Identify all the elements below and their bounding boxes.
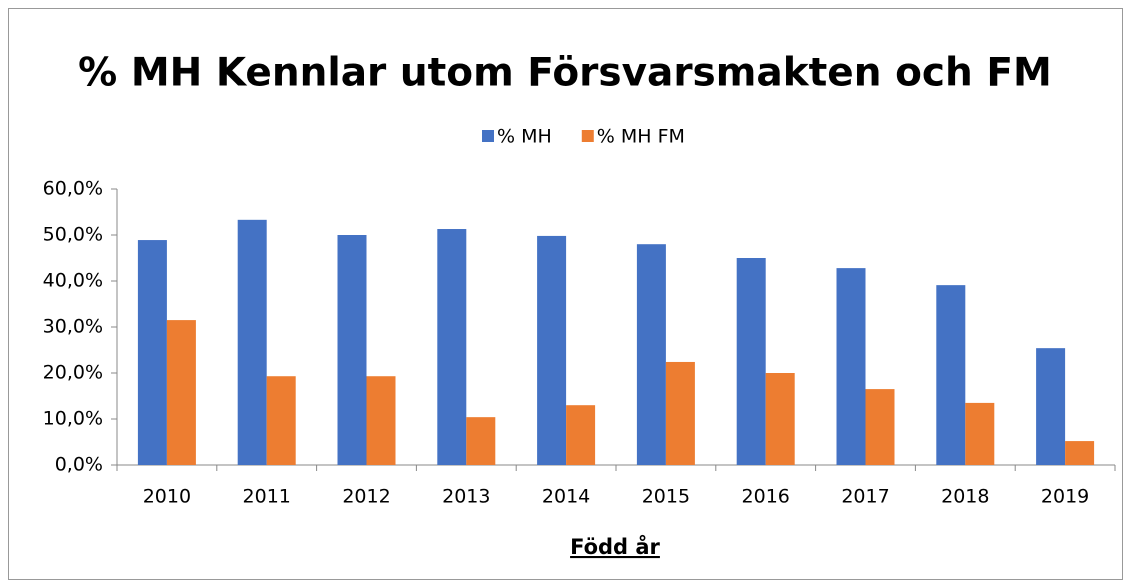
- legend-label: % MH FM: [597, 126, 685, 148]
- bar: [665, 361, 695, 465]
- x-tick-label: 2017: [841, 486, 889, 508]
- x-axis-label: Född år: [570, 534, 660, 559]
- y-tick-label: 50,0%: [43, 224, 103, 246]
- bar: [765, 373, 795, 465]
- bar: [237, 219, 267, 465]
- bar: [166, 320, 196, 465]
- y-tick-label: 60,0%: [43, 178, 103, 200]
- x-tick-label: 2016: [742, 486, 790, 508]
- y-tick-label: 40,0%: [43, 270, 103, 292]
- bar: [537, 235, 567, 465]
- bar: [337, 235, 367, 465]
- legend-label: % MH: [497, 126, 552, 148]
- bar: [936, 285, 966, 465]
- legend-swatch: [581, 130, 594, 142]
- bar: [566, 405, 596, 465]
- bar: [437, 229, 467, 465]
- x-tick-label: 2011: [243, 486, 291, 508]
- x-tick-label: 2019: [1041, 486, 1089, 508]
- bar: [366, 376, 396, 465]
- x-tick-label: 2014: [542, 486, 590, 508]
- bar: [466, 417, 496, 465]
- y-tick-label: 10,0%: [43, 408, 103, 430]
- bar: [865, 389, 895, 465]
- bar: [266, 376, 296, 465]
- chart-title: % MH Kennlar utom Försvarsmakten och FM: [78, 51, 1052, 96]
- bar: [137, 240, 167, 465]
- bar: [965, 402, 995, 465]
- x-tick-label: 2018: [941, 486, 989, 508]
- bar: [636, 244, 666, 465]
- x-tick-label: 2013: [442, 486, 490, 508]
- bar: [1036, 348, 1066, 465]
- y-tick-label: 0,0%: [55, 454, 103, 476]
- bar: [836, 268, 866, 465]
- y-tick-label: 20,0%: [43, 362, 103, 384]
- x-tick-label: 2012: [342, 486, 390, 508]
- y-tick-label: 30,0%: [43, 316, 103, 338]
- legend-swatch: [482, 130, 494, 142]
- bar: [1065, 441, 1095, 465]
- x-tick-label: 2010: [143, 486, 191, 508]
- bar: [736, 258, 766, 465]
- x-tick-label: 2015: [642, 486, 690, 508]
